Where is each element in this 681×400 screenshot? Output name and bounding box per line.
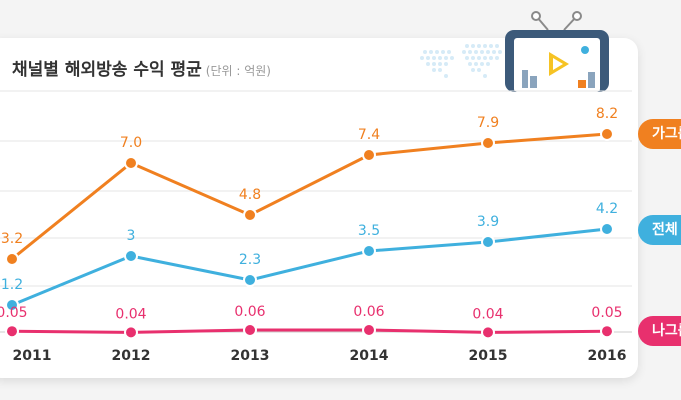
legend-tag-label: 가그룹 xyxy=(652,126,681,142)
x-axis: 2011 2012 2013 2014 2015 2016 xyxy=(13,348,627,364)
data-label: 0.05 xyxy=(0,305,28,321)
legend-tag-3: 나그룹 xyxy=(638,316,681,346)
data-label: 0.04 xyxy=(115,306,146,322)
data-label: 4.2 xyxy=(596,201,618,217)
x-tick-label: 2016 xyxy=(588,348,627,364)
data-label: 0.06 xyxy=(353,304,384,320)
chart-series: 3.27.04.87.47.98.21.232.33.53.94.20.05 0.… xyxy=(0,106,623,340)
data-label: 3.2 xyxy=(1,231,23,247)
chart-unit: (단위 : 억원) xyxy=(205,64,271,78)
data-label: 0.05 xyxy=(591,305,622,321)
data-point xyxy=(481,235,495,249)
data-point xyxy=(362,323,376,337)
data-label: 1.2 xyxy=(1,277,23,293)
data-label: 0.06 xyxy=(234,304,265,320)
legend-tag-label: 나그룹 xyxy=(652,323,681,339)
series-1: 3.2 7.0 4.8 7.4 7.9 8.2 xyxy=(1,106,618,266)
data-label: 2.3 xyxy=(239,252,261,268)
data-point xyxy=(243,208,257,222)
x-tick-label: 2014 xyxy=(350,348,389,364)
data-point xyxy=(600,324,614,339)
data-point xyxy=(600,222,614,236)
data-label: 7.4 xyxy=(358,127,380,143)
legend-tag-2: 전체 xyxy=(638,215,681,245)
data-label: 3.9 xyxy=(477,214,499,230)
chart-title-text: 채널별 해외방송 수익 평균 xyxy=(12,60,202,80)
data-point xyxy=(243,273,257,287)
x-tick-label: 2015 xyxy=(469,348,508,364)
x-tick-label: 2011 xyxy=(13,348,52,364)
x-tick-label: 2012 xyxy=(112,348,151,364)
data-label: 7.0 xyxy=(120,135,142,151)
legend-tag-1: 가그룹 xyxy=(638,119,681,149)
tv-icon xyxy=(505,11,609,92)
legend-tag-label: 전체 xyxy=(652,222,678,238)
series-2: 1.2 3 2.3 3.5 3.9 4.2 xyxy=(1,201,618,312)
chart-grid xyxy=(0,90,632,333)
data-label: 7.9 xyxy=(477,115,499,131)
chart-card xyxy=(0,38,638,378)
data-label: 0.04 xyxy=(472,306,503,322)
data-point xyxy=(600,127,614,141)
data-label: 3 xyxy=(127,228,136,244)
chart-title: 채널별 해외방송 수익 평균 (단위 : 억원) xyxy=(12,55,271,80)
data-label: 4.8 xyxy=(239,187,261,203)
series-line xyxy=(11,132,608,261)
data-label: 3.5 xyxy=(358,223,380,239)
series-3: 0.05 0.04 0.06 0.06 0.04 0.05 xyxy=(0,304,623,340)
data-point xyxy=(481,136,495,150)
data-point xyxy=(124,325,138,340)
series-line xyxy=(11,227,608,307)
data-label: 8.2 xyxy=(596,106,618,122)
data-point xyxy=(481,325,495,340)
x-tick-label: 2013 xyxy=(231,348,270,364)
data-point xyxy=(5,252,19,266)
data-point xyxy=(5,298,19,312)
data-point xyxy=(124,249,138,263)
data-point xyxy=(362,244,376,258)
series-line xyxy=(11,328,608,334)
world-map-graphic xyxy=(420,44,502,78)
data-point xyxy=(124,156,138,170)
data-point xyxy=(5,324,19,339)
data-point xyxy=(362,148,376,162)
data-point xyxy=(243,323,257,337)
